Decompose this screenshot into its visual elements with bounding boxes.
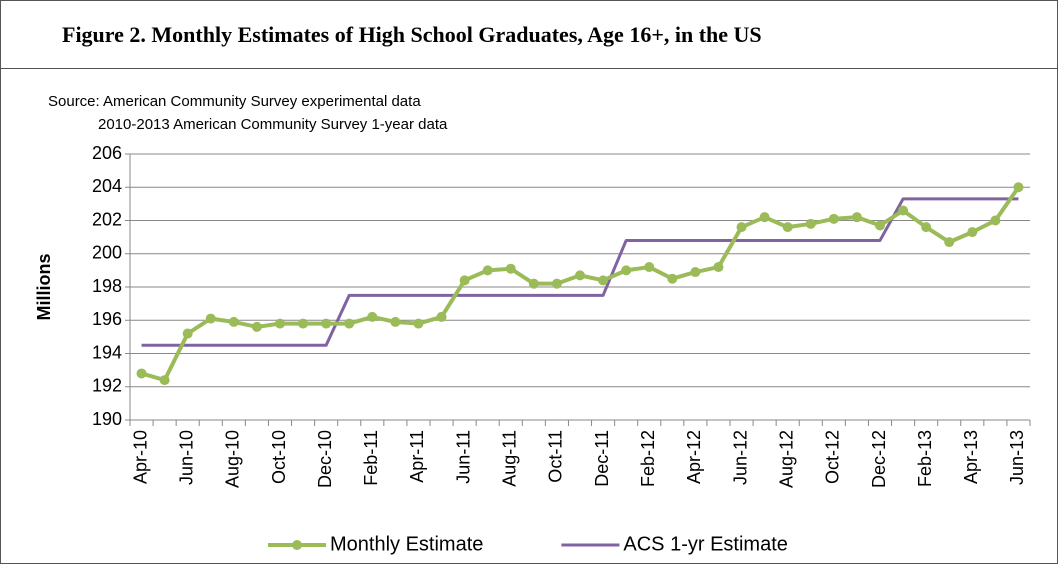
marker [644, 262, 655, 273]
x-tick-label: Apr-12 [684, 430, 704, 484]
marker [528, 278, 539, 289]
x-tick-label: Feb-11 [361, 430, 381, 486]
marker [621, 265, 632, 276]
x-tick-label: Jun-10 [176, 430, 196, 485]
x-tick-label: Apr-10 [130, 430, 150, 484]
y-tick-label: 204 [92, 176, 122, 196]
marker [575, 270, 585, 281]
x-tick-label: Jun-11 [453, 430, 473, 484]
series-line [141, 197, 1019, 347]
x-tick-label: Oct-12 [823, 430, 843, 484]
x-tick-label: Dec-11 [592, 430, 612, 487]
marker [390, 316, 401, 327]
marker [598, 275, 609, 286]
x-tick-label: Aug-12 [776, 430, 796, 488]
marker [344, 318, 355, 329]
marker [667, 273, 678, 284]
y-tick-label: 190 [92, 409, 122, 429]
marker [251, 321, 262, 332]
legend-label: ACS 1-yr Estimate [623, 533, 787, 555]
marker [505, 263, 516, 274]
x-tick-label: Apr-11 [407, 430, 427, 483]
marker [459, 275, 470, 286]
marker [482, 265, 493, 276]
y-tick-label: 200 [92, 243, 122, 263]
marker [828, 213, 839, 224]
marker [782, 222, 793, 233]
y-axis-label: Millions [34, 254, 54, 321]
marker [736, 222, 747, 233]
x-tick-label: Aug-10 [223, 430, 243, 488]
x-tick-label: Aug-11 [500, 430, 520, 487]
x-tick-label: Dec-12 [869, 430, 889, 488]
marker [805, 218, 816, 229]
x-tick-label: Jun-13 [1007, 430, 1027, 485]
marker [436, 311, 447, 322]
x-tick-label: Apr-13 [961, 430, 981, 484]
y-tick-label: 202 [92, 209, 122, 229]
marker [159, 375, 170, 386]
x-tick-label: Feb-13 [915, 430, 935, 487]
marker [898, 205, 909, 216]
marker [228, 316, 239, 327]
chart-title: Figure 2. Monthly Estimates of High Scho… [62, 22, 762, 47]
x-tick-label: Oct-11 [546, 430, 566, 483]
legend-marker [292, 540, 302, 550]
y-tick-label: 206 [92, 143, 122, 163]
marker [851, 212, 862, 223]
y-tick-label: 194 [92, 342, 122, 362]
marker [921, 222, 932, 233]
marker [182, 328, 193, 339]
marker [990, 215, 1001, 226]
x-tick-label: Feb-12 [638, 430, 658, 487]
marker [275, 318, 285, 329]
marker [136, 368, 147, 379]
y-tick-label: 192 [92, 376, 122, 396]
marker [759, 212, 770, 223]
marker [944, 237, 955, 248]
marker [690, 267, 701, 278]
marker [321, 318, 332, 329]
marker [551, 278, 562, 289]
legend-label: Monthly Estimate [330, 533, 483, 555]
source: 2010-2013 American Community Survey 1-ye… [98, 116, 448, 133]
marker [1013, 182, 1024, 193]
marker [413, 318, 424, 329]
source: Source: American Community Survey experi… [48, 93, 421, 110]
marker [367, 311, 378, 322]
x-tick-label: Jun-12 [730, 430, 750, 485]
marker [205, 313, 216, 324]
marker [875, 220, 885, 231]
x-tick-label: Dec-10 [315, 430, 335, 488]
y-tick-label: 196 [92, 309, 122, 329]
y-tick-label: 198 [92, 276, 122, 296]
marker [713, 262, 724, 273]
x-tick-label: Oct-10 [269, 430, 289, 484]
marker [967, 227, 978, 238]
marker [298, 318, 309, 329]
